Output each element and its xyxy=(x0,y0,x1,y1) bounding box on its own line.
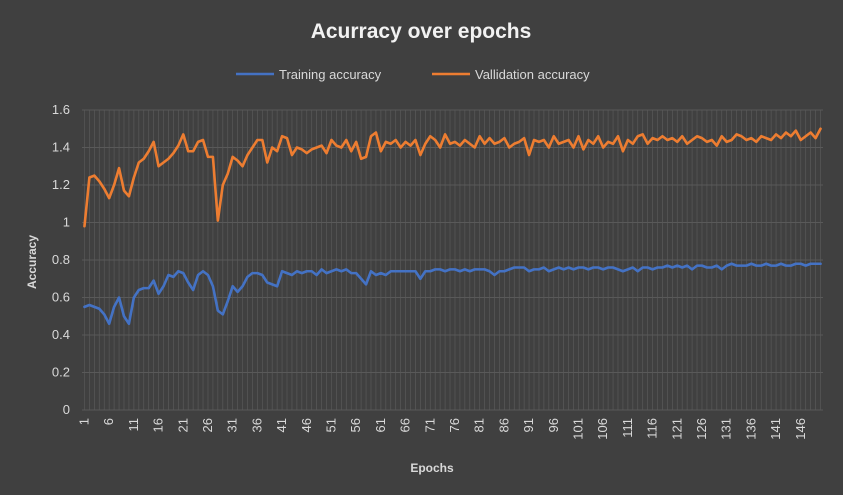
x-tick-label: 81 xyxy=(472,418,487,432)
x-tick-label: 56 xyxy=(348,418,363,432)
x-tick-label: 126 xyxy=(694,418,709,440)
x-tick-label: 136 xyxy=(743,418,758,440)
x-tick-label: 131 xyxy=(719,418,734,440)
x-tick-label: 11 xyxy=(126,418,141,432)
x-tick-label: 46 xyxy=(299,418,314,432)
y-tick-label: 1.2 xyxy=(52,177,70,192)
y-tick-label: 1.6 xyxy=(52,102,70,117)
x-tick-label: 16 xyxy=(151,418,166,432)
y-axis-ticks: 0 0.2 0.4 0.6 0.8 1 1.2 1.4 1.6 xyxy=(52,102,70,417)
x-axis-label: Epochs xyxy=(410,461,454,475)
x-tick-label: 51 xyxy=(323,418,338,432)
x-tick-label: 66 xyxy=(398,418,413,432)
series-line-1 xyxy=(83,127,822,228)
legend: Training accuracy Vallidation accuracy xyxy=(236,67,590,82)
x-tick-label: 146 xyxy=(793,418,808,440)
y-tick-label: 0.4 xyxy=(52,327,70,342)
y-tick-label: 0.6 xyxy=(52,290,70,305)
x-tick-label: 31 xyxy=(225,418,240,432)
horizontal-gridlines xyxy=(82,109,823,411)
x-tick-label: 71 xyxy=(422,418,437,432)
legend-label-0: Training accuracy xyxy=(279,67,382,82)
x-tick-label: 111 xyxy=(620,418,635,438)
x-tick-label: 101 xyxy=(570,418,585,440)
series-lines xyxy=(83,127,822,326)
x-tick-label: 86 xyxy=(496,418,511,432)
y-tick-label: 1.4 xyxy=(52,140,70,155)
x-tick-label: 21 xyxy=(175,418,190,432)
x-tick-label: 26 xyxy=(200,418,215,432)
x-tick-label: 91 xyxy=(521,418,536,432)
series-line-0 xyxy=(83,262,822,326)
y-tick-label: 1 xyxy=(63,215,70,230)
x-tick-label: 106 xyxy=(595,418,610,440)
x-tick-label: 116 xyxy=(645,418,660,439)
x-tick-label: 76 xyxy=(447,418,462,432)
x-tick-label: 121 xyxy=(669,418,684,440)
y-tick-label: 0 xyxy=(63,402,70,417)
y-axis-label: Accuracy xyxy=(25,235,39,289)
chart-title: Acurracy over epochs xyxy=(311,20,532,43)
x-tick-label: 96 xyxy=(546,418,561,432)
x-tick-label: 1 xyxy=(76,418,91,425)
x-tick-label: 6 xyxy=(101,418,116,425)
x-tick-label: 36 xyxy=(249,418,264,432)
x-tick-label: 61 xyxy=(373,418,388,432)
x-axis-ticks: 1 6 11 16 21 26 31 36 41 46 51 56 61 66 71 76 81 86 91 96 10… xyxy=(76,418,807,440)
x-tick-label: 41 xyxy=(274,418,289,432)
legend-label-1: Vallidation accuracy xyxy=(475,67,590,82)
x-tick-label: 141 xyxy=(768,418,783,440)
y-tick-label: 0.8 xyxy=(52,252,70,267)
y-tick-label: 0.2 xyxy=(52,365,70,380)
